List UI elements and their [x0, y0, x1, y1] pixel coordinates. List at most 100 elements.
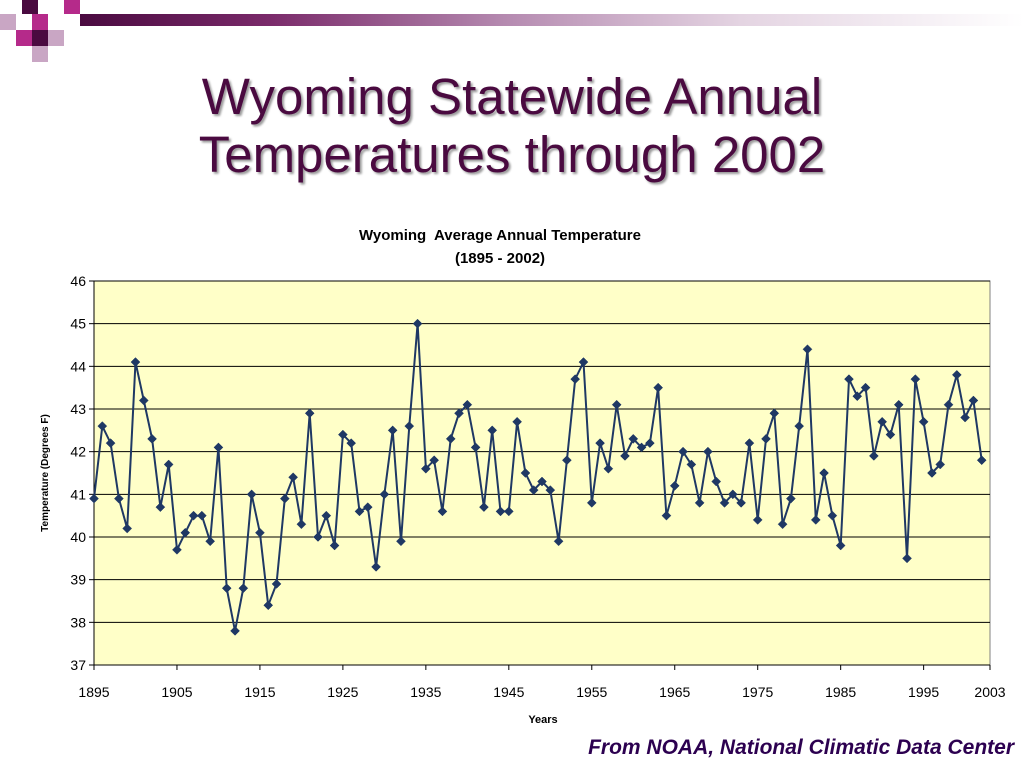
data-point — [852, 391, 863, 402]
data-point — [379, 489, 390, 500]
data-point — [736, 498, 746, 508]
data-point — [620, 451, 630, 461]
data-point — [860, 382, 871, 393]
data-point — [935, 459, 946, 470]
header-gradient-bar — [80, 14, 1024, 26]
data-point — [387, 425, 398, 436]
data-point — [761, 434, 771, 444]
data-point — [636, 442, 647, 453]
data-point — [97, 421, 108, 431]
data-point — [844, 374, 854, 384]
data-point — [586, 498, 597, 508]
data-point — [429, 455, 440, 466]
data-point — [661, 510, 672, 521]
x-axis-title: Years — [528, 714, 557, 726]
data-point — [437, 506, 448, 517]
data-point — [196, 510, 207, 521]
data-point — [719, 498, 730, 508]
data-point — [943, 399, 954, 410]
x-tick-label: 1965 — [659, 684, 690, 700]
data-point — [313, 532, 323, 542]
y-tick-label: 43 — [70, 401, 86, 417]
data-point — [155, 502, 166, 512]
y-tick-label: 37 — [70, 657, 86, 673]
data-point — [412, 318, 423, 329]
y-tick-label: 45 — [70, 316, 86, 332]
data-point — [188, 510, 199, 521]
y-tick-label: 44 — [70, 358, 86, 374]
y-tick-labels: 37 38 39 40 41 42 43 44 45 46 — [70, 273, 86, 673]
data-point — [553, 536, 564, 547]
data-point — [503, 506, 514, 517]
data-point — [976, 455, 987, 466]
decorative-squares-logo — [0, 0, 80, 62]
data-point — [263, 600, 274, 611]
data-point — [578, 357, 589, 367]
x-tick-labels: 1895 1905 1915 1925 1935 1945 1955 1965 1975 1985… — [78, 684, 1005, 700]
data-point — [354, 506, 365, 517]
y-tick-label: 41 — [70, 486, 86, 502]
data-point — [122, 523, 133, 534]
data-point — [205, 536, 216, 547]
data-point — [420, 463, 431, 474]
data-point — [927, 468, 937, 478]
y-tick-label: 38 — [70, 614, 86, 630]
slide-title-line-1: Wyoming Statewide Annual — [201, 68, 823, 125]
data-point — [918, 416, 929, 427]
data-point — [371, 562, 381, 572]
x-tick-label: 1985 — [825, 684, 856, 700]
data-point — [221, 583, 232, 594]
data-point — [827, 510, 838, 521]
data-point — [835, 540, 846, 551]
data-point — [810, 515, 821, 525]
data-point — [885, 429, 896, 440]
chart-title: Wyoming Average Annual Temperature — [359, 227, 641, 244]
data-point — [462, 399, 473, 410]
data-point — [130, 357, 141, 367]
data-point — [404, 421, 415, 431]
axes — [89, 280, 991, 670]
data-point — [877, 416, 888, 427]
y-axis-title: Temperature (Degrees F) — [40, 414, 51, 532]
data-points — [89, 318, 987, 636]
data-point — [819, 468, 829, 478]
x-tick-label: 1995 — [908, 684, 939, 700]
data-point — [669, 480, 680, 491]
x-tick-label: 1945 — [493, 684, 524, 700]
data-point — [255, 527, 265, 538]
data-point — [644, 438, 655, 448]
data-point — [744, 438, 755, 448]
data-point — [163, 459, 174, 470]
data-point — [445, 434, 456, 444]
data-point — [454, 408, 464, 419]
x-tick-label: 1915 — [244, 684, 275, 700]
data-point — [868, 451, 879, 461]
y-tick-label: 40 — [70, 529, 86, 545]
data-point — [213, 442, 224, 453]
data-point — [769, 408, 780, 419]
data-point — [703, 446, 713, 457]
slide-title: Wyoming Statewide Annual Temperatures th… — [0, 68, 1024, 184]
data-point — [611, 399, 622, 410]
data-point — [910, 374, 921, 384]
data-point — [271, 579, 282, 589]
data-point — [968, 395, 979, 406]
data-point — [138, 395, 149, 406]
data-point — [595, 438, 605, 448]
data-point — [105, 438, 116, 448]
data-point — [653, 382, 664, 393]
data-point — [902, 553, 912, 564]
data-point — [893, 399, 904, 410]
data-point — [329, 540, 340, 551]
x-tick-label: 1975 — [742, 684, 773, 700]
data-point — [711, 476, 722, 487]
data-point — [678, 446, 688, 457]
data-point — [172, 544, 182, 555]
x-tick-label: 2003 — [974, 684, 1005, 700]
data-point — [960, 412, 970, 423]
x-tick-label: 1895 — [78, 684, 109, 700]
x-tick-label: 1905 — [161, 684, 192, 700]
y-tick-label: 39 — [70, 572, 86, 588]
data-point — [727, 489, 738, 500]
